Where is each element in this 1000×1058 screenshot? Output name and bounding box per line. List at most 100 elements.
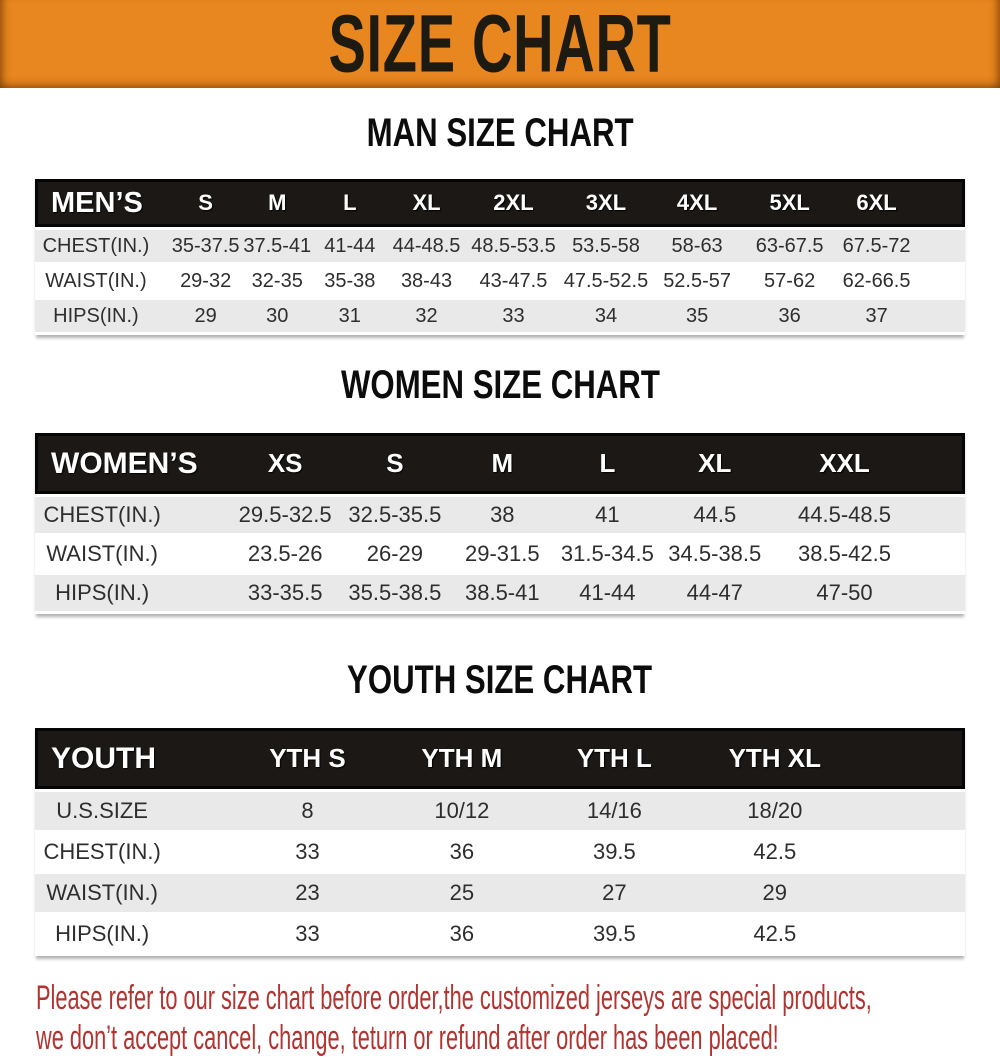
size-value-cell: 41-44 [554, 575, 660, 611]
size-value-cell: 47.5-52.5 [560, 265, 652, 297]
size-value-cell: 35.5-38.5 [340, 575, 450, 611]
size-column-header: YTH L [539, 728, 690, 789]
size-column-header: L [313, 179, 387, 227]
size-value-cell: 42.5 [689, 833, 860, 871]
youth-table-title: YOUTH [35, 728, 231, 789]
size-value-cell: 18/20 [689, 792, 860, 830]
spacer-cell [916, 300, 965, 332]
man-size-section: MAN SIZE CHART MEN’S S M L XL 2XL 3XL 4X… [0, 111, 1000, 335]
size-value-cell: 53.5-58 [560, 230, 652, 262]
table-row: HIPS(IN.) 33-35.5 35.5-38.5 38.5-41 41-4… [35, 575, 965, 611]
size-value-cell: 62-66.5 [836, 265, 917, 297]
spacer-cell [919, 433, 965, 494]
size-value-cell: 44-47 [659, 575, 770, 611]
size-value-cell: 41-44 [313, 230, 387, 262]
youth-table-header-row: YOUTH YTH S YTH M YTH L YTH XL [35, 728, 965, 789]
women-size-table: WOMEN’S XS S M L XL XXL CHEST(IN.) 29.5-… [35, 430, 965, 614]
size-value-cell: 33-35.5 [230, 575, 341, 611]
table-row: WAIST(IN.) 29-32 32-35 35-38 38-43 43-47… [35, 265, 965, 297]
size-value-cell: 47-50 [769, 575, 920, 611]
size-value-cell: 34.5-38.5 [659, 536, 770, 572]
spacer-cell [919, 497, 965, 533]
banner-title: SIZE CHART [328, 0, 672, 89]
table-row: WAIST(IN.) 23.5-26 26-29 29-31.5 31.5-34… [35, 536, 965, 572]
size-value-cell: 36 [384, 833, 540, 871]
size-value-cell: 35-38 [313, 265, 387, 297]
table-row: HIPS(IN.) 33 36 39.5 42.5 [35, 915, 965, 953]
size-value-cell: 14/16 [539, 792, 690, 830]
size-column-header: YTH M [384, 728, 540, 789]
size-value-cell: 34 [560, 300, 652, 332]
table-row: WAIST(IN.) 23 25 27 29 [35, 874, 965, 912]
size-value-cell: 58-63 [651, 230, 743, 262]
women-size-section: WOMEN SIZE CHART WOMEN’S XS S M L XL XXL… [0, 363, 1000, 614]
size-value-cell: 32 [386, 300, 467, 332]
size-value-cell: 37.5-41 [241, 230, 314, 262]
row-label: HIPS(IN.) [35, 915, 231, 953]
size-column-header: M [449, 433, 555, 494]
row-label: HIPS(IN.) [35, 300, 170, 332]
size-value-cell: 29 [169, 300, 242, 332]
size-value-cell: 57-62 [742, 265, 837, 297]
size-column-header: XL [659, 433, 770, 494]
men-size-table: MEN’S S M L XL 2XL 3XL 4XL 5XL 6XL CHEST… [35, 176, 965, 335]
spacer-cell [916, 230, 965, 262]
size-value-cell: 38.5-41 [449, 575, 555, 611]
size-value-cell: 29-31.5 [449, 536, 555, 572]
size-value-cell: 36 [384, 915, 540, 953]
size-value-cell: 67.5-72 [836, 230, 917, 262]
size-value-cell: 29.5-32.5 [230, 497, 341, 533]
size-column-header: 6XL [836, 179, 917, 227]
disclaimer-line-2: we don’t accept cancel, change, teturn o… [36, 1019, 779, 1057]
size-value-cell: 8 [230, 792, 385, 830]
size-value-cell: 31 [313, 300, 387, 332]
row-label: HIPS(IN.) [35, 575, 231, 611]
size-column-header: S [340, 433, 450, 494]
youth-section-heading: YOUTH SIZE CHART [347, 658, 653, 702]
size-column-header: XS [230, 433, 341, 494]
youth-size-table: YOUTH YTH S YTH M YTH L YTH XL U.S.SIZE … [35, 725, 965, 956]
table-row: U.S.SIZE 8 10/12 14/16 18/20 [35, 792, 965, 830]
size-column-header: 2XL [466, 179, 561, 227]
table-row: CHEST(IN.) 29.5-32.5 32.5-35.5 38 41 44.… [35, 497, 965, 533]
size-value-cell: 52.5-57 [651, 265, 743, 297]
size-value-cell: 27 [539, 874, 690, 912]
size-value-cell: 43-47.5 [466, 265, 561, 297]
size-value-cell: 48.5-53.5 [466, 230, 561, 262]
spacer-cell [919, 536, 965, 572]
size-value-cell: 33 [230, 833, 385, 871]
size-value-cell: 31.5-34.5 [554, 536, 660, 572]
spacer-cell [859, 833, 965, 871]
women-table-title: WOMEN’S [35, 433, 231, 494]
row-label: WAIST(IN.) [35, 874, 231, 912]
size-column-header: M [241, 179, 314, 227]
size-column-header: 3XL [560, 179, 652, 227]
spacer-cell [916, 265, 965, 297]
size-value-cell: 32-35 [241, 265, 314, 297]
size-value-cell: 44.5 [659, 497, 770, 533]
size-value-cell: 36 [742, 300, 837, 332]
size-value-cell: 44-48.5 [386, 230, 467, 262]
size-column-header: L [554, 433, 660, 494]
size-value-cell: 32.5-35.5 [340, 497, 450, 533]
size-value-cell: 26-29 [340, 536, 450, 572]
women-section-heading: WOMEN SIZE CHART [340, 363, 660, 407]
size-column-header: S [169, 179, 242, 227]
size-value-cell: 23 [230, 874, 385, 912]
size-value-cell: 35-37.5 [169, 230, 242, 262]
size-value-cell: 37 [836, 300, 917, 332]
size-value-cell: 44.5-48.5 [769, 497, 920, 533]
row-label: U.S.SIZE [35, 792, 231, 830]
size-value-cell: 38 [449, 497, 555, 533]
size-chart-banner: SIZE CHART [0, 0, 1000, 89]
size-value-cell: 23.5-26 [230, 536, 341, 572]
size-column-header: 5XL [742, 179, 837, 227]
spacer-cell [859, 728, 965, 789]
size-value-cell: 29 [689, 874, 860, 912]
size-value-cell: 42.5 [689, 915, 860, 953]
size-value-cell: 10/12 [384, 792, 540, 830]
row-label: CHEST(IN.) [35, 497, 231, 533]
spacer-cell [859, 915, 965, 953]
row-label: WAIST(IN.) [35, 536, 231, 572]
row-label: CHEST(IN.) [35, 833, 231, 871]
